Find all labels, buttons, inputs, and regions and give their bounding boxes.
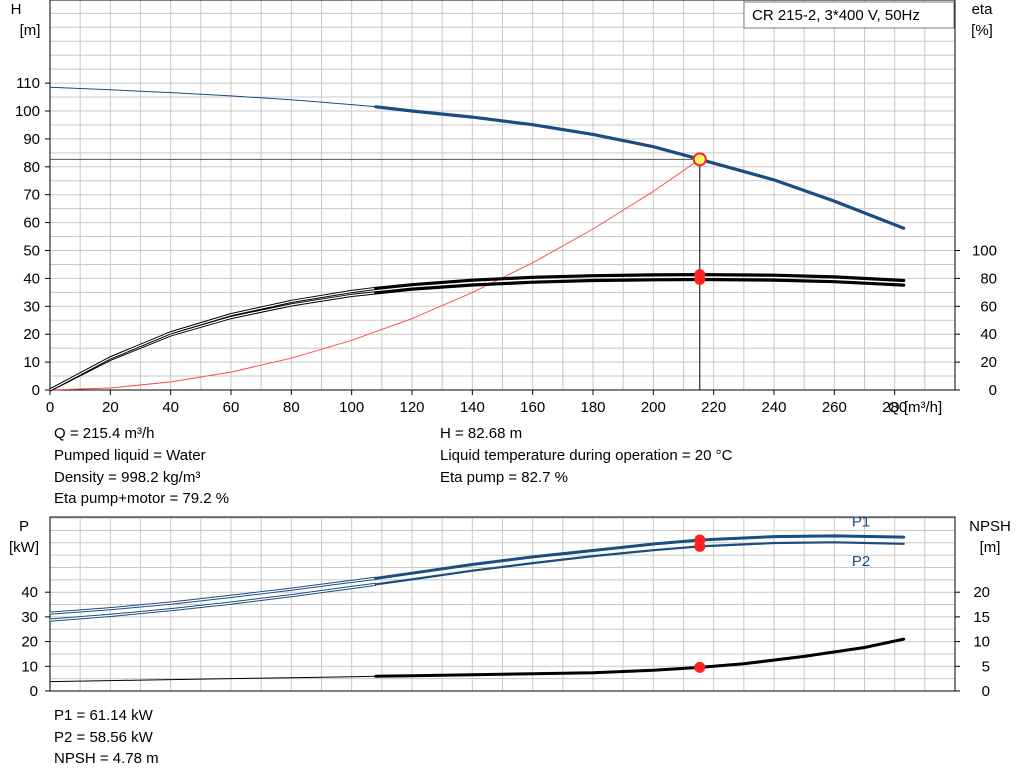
head-tick-label: 0: [32, 382, 40, 399]
head-axis-title-line2: [m]: [20, 22, 41, 39]
eta-axis-title-line1: eta: [972, 1, 994, 18]
p2-curve-thin-outline: [49, 582, 377, 622]
flow-tick-label: 280: [882, 399, 907, 416]
eta-axis-title-line2: [%]: [971, 22, 993, 39]
eta-pump-motor-curve: [374, 277, 906, 295]
info-p1: P1 = 61.14 kW: [54, 707, 154, 724]
npsh-axis-title-line2: [m]: [980, 539, 1001, 556]
power-tick-label: 30: [21, 609, 38, 626]
head-tick-label: 100: [15, 103, 40, 120]
top-chart-grid: [50, 0, 955, 390]
system-curve: [49, 158, 701, 391]
flow-tick-label: 100: [339, 399, 364, 416]
power-tick-label: 20: [21, 634, 38, 651]
top-chart-ticks: 0 20 40 60 80 100 120 140 160 180 200 220 240 260 2800…: [15, 75, 997, 416]
eta-pump-curve-thin-inner: [49, 287, 376, 391]
head-tick-label: 30: [23, 298, 40, 315]
eta-tick-label: 100: [972, 243, 997, 260]
eta-total-duty-point: [694, 274, 706, 286]
eta-tick-label: 20: [980, 354, 997, 371]
power-tick-label: 10: [21, 658, 38, 675]
flow-tick-label: 80: [283, 399, 300, 416]
power-axis-title-line2: [kW]: [9, 539, 39, 556]
flow-tick-label: 160: [520, 399, 545, 416]
npsh-curve-thin: [49, 675, 376, 683]
head-tick-label: 10: [23, 354, 40, 371]
power-tick-label: 0: [30, 683, 38, 700]
p2-curve: [374, 541, 905, 586]
flow-tick-label: 140: [460, 399, 485, 416]
npsh-tick-label: 20: [973, 584, 990, 601]
eta-tick-label: 0: [989, 382, 997, 399]
npsh-duty-point: [694, 661, 706, 673]
info-flow: Q = 215.4 m³/h: [54, 425, 154, 442]
info-liquid-temperature: Liquid temperature during operation = 20…: [440, 447, 733, 464]
bottom-chart-curves: P1 P2: [49, 513, 906, 683]
flow-tick-label: 180: [580, 399, 605, 416]
head-tick-label: 20: [23, 326, 40, 343]
power-tick-label: 40: [21, 584, 38, 601]
npsh-tick-label: 5: [982, 658, 990, 675]
npsh-curve: [374, 637, 906, 678]
info-density: Density = 998.2 kg/m³: [54, 469, 200, 486]
head-tick-label: 60: [23, 215, 40, 232]
p1-curve-thin-inner: [49, 577, 376, 614]
p2-duty-point: [694, 540, 706, 552]
head-tick-label: 50: [23, 243, 40, 260]
flow-tick-label: 120: [399, 399, 424, 416]
npsh-tick-label: 0: [982, 683, 990, 700]
info-p2: P2 = 58.56 kW: [54, 729, 154, 746]
model-title: CR 215-2, 3*400 V, 50Hz: [752, 7, 920, 24]
info-npsh: NPSH = 4.78 m: [54, 750, 159, 767]
flow-tick-label: 40: [162, 399, 179, 416]
npsh-tick-label: 15: [973, 609, 990, 626]
flow-tick-label: 260: [822, 399, 847, 416]
head-duty-point: [692, 152, 707, 167]
head-curve-thin: [49, 86, 376, 108]
p2-series-label: P2: [852, 553, 870, 570]
eta-tick-label: 60: [980, 298, 997, 315]
top-chart-curves: [49, 86, 906, 392]
flow-tick-label: 0: [46, 399, 54, 416]
flow-tick-label: 220: [701, 399, 726, 416]
info-eta-pump: Eta pump = 82.7 %: [440, 469, 568, 486]
info-head: H = 82.68 m: [440, 425, 522, 442]
model-title-box: [743, 1, 955, 29]
flow-axis-title: Q [m³/h]: [888, 399, 942, 416]
flow-tick-label: 60: [223, 399, 240, 416]
p1-curve-thin-outline: [49, 576, 376, 615]
head-tick-label: 80: [23, 159, 40, 176]
flow-tick-label: 200: [641, 399, 666, 416]
p1-series-label: P1: [852, 513, 870, 530]
info-pumped-liquid: Pumped liquid = Water: [54, 447, 206, 464]
head-axis-title-line1: H: [11, 1, 22, 18]
eta-tick-label: 40: [980, 326, 997, 343]
head-tick-label: 90: [23, 131, 40, 148]
power-axis-title-line1: P: [19, 518, 29, 535]
head-tick-label: 110: [16, 75, 40, 92]
head-tick-label: 40: [23, 270, 40, 287]
flow-tick-label: 20: [102, 399, 119, 416]
head-curve: [374, 105, 906, 230]
p1-curve: [374, 534, 906, 580]
eta-tick-label: 80: [980, 270, 997, 287]
npsh-axis-title-line1: NPSH: [969, 518, 1011, 535]
bottom-chart-frame: [49, 516, 956, 692]
p2-curve-thin-inner: [49, 583, 376, 621]
head-tick-label: 70: [23, 187, 40, 204]
flow-tick-label: 240: [761, 399, 786, 416]
info-eta-pump-motor: Eta pump+motor = 79.2 %: [54, 490, 229, 507]
eta-pump-curve: [374, 273, 906, 290]
npsh-tick-label: 10: [973, 634, 990, 651]
bottom-chart-ticks: 0 10 20 30 40 0 5 10 15 20: [21, 584, 990, 700]
